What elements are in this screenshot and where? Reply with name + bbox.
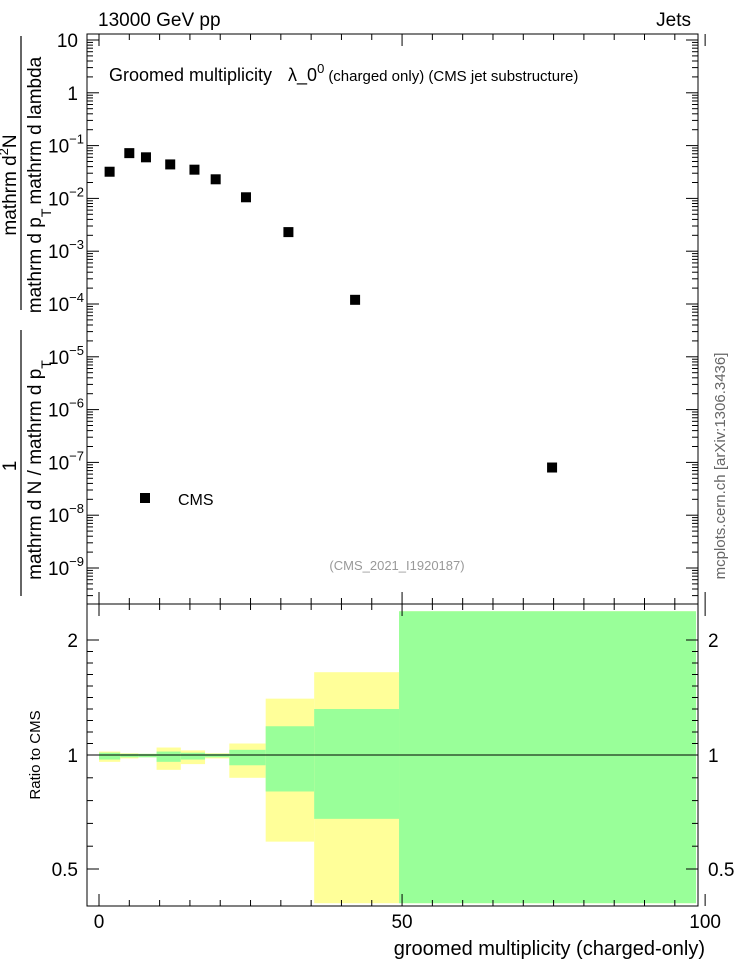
data-point [104,166,115,177]
main-ytick-label: 10−3 [48,237,84,263]
legend-label: CMS [178,492,214,509]
data-point [547,462,558,473]
main-ytick-label: 1 [67,84,78,105]
ratio-band-inner [314,709,400,819]
ratio-band-inner [265,726,315,792]
ratio-xtick-label: 50 [391,912,412,933]
main-panel: Groomed multiplicity λ_00 (charged only) (… [48,31,706,605]
data-point [124,148,135,159]
ratio-band-inner [205,753,230,758]
main-ylabel: 1 mathrm d N / mathrm d pT mathrm d2N ma… [0,36,54,596]
ratio-xtick-label: 0 [94,912,105,933]
main-ytick-label: 10−9 [48,554,84,580]
ratio-ytick-label: 2 [67,631,78,652]
legend-marker [140,493,150,503]
ratio-ylabel: Ratio to CMS [27,710,44,799]
main-ytick-label: 10−6 [48,396,84,422]
data-point [240,192,251,203]
main-ticks: 10 1 10−1 10−2 10−3 10−4 10−5 10−6 10−7 10−8 10−9 [48,31,706,604]
data-points [104,148,558,473]
ratio-band-inner [399,611,697,904]
ratio-panel: 0.5 0.5 1 1 2 2 0 50 100 Ratio to CMS groomed mu… [27,603,734,960]
data-point [283,227,294,238]
ratio-ticks: 0.5 0.5 1 1 2 2 0 50 100 [52,604,734,933]
data-point [210,174,221,185]
main-ytick-label: 10−8 [48,501,84,527]
ratio-ytick-label-right: 0.5 [708,860,734,881]
chart-title: Groomed multiplicity λ_00 (charged only) (… [109,61,578,86]
ratio-band-inner [138,753,157,758]
ratio-xtick-label: 100 [689,912,721,933]
ylabel-frac-denominator: mathrm d pTmathrm d lambda [25,56,54,313]
ratio-band-inner [180,752,206,760]
watermark: (CMS_2021_I1920187) [329,558,464,573]
ratio-ytick-label: 1 [67,746,78,767]
data-point [350,294,361,305]
header-right: Jets [656,10,691,31]
ratio-ytick-label-right: 2 [708,631,719,652]
ratio-bands [99,611,697,904]
ylabel-numerator: 1 [0,461,21,472]
data-point [140,152,151,163]
main-ytick-label: 10−5 [48,343,84,369]
ratio-frame [86,603,699,907]
main-ytick-label: 10−1 [48,132,84,158]
main-ytick-label: 10−4 [48,290,84,316]
main-frame [86,33,699,605]
ratio-ytick-label-right: 1 [708,746,719,767]
ratio-band-inner [156,751,181,762]
ylabel-frac-numerator: mathrm d2N [0,134,21,235]
main-ytick-label: 10−2 [48,184,84,210]
ratio-band-inner [120,753,139,758]
ratio-band-inner [99,752,121,760]
ylabel-denominator: mathrm d N / mathrm d pT [25,360,54,580]
main-ytick-label: 10 [57,31,78,52]
header-left: 13000 GeV pp [98,10,221,31]
ratio-xlabel: groomed multiplicity (charged-only) [394,938,705,960]
data-point [189,164,200,175]
main-ytick-label: 10−7 [48,448,84,474]
side-label: mcplots.cern.ch [arXiv:1306.3436] [712,353,729,580]
ratio-ytick-label: 0.5 [52,860,78,881]
data-point [165,159,176,170]
ratio-band-inner [229,749,266,766]
